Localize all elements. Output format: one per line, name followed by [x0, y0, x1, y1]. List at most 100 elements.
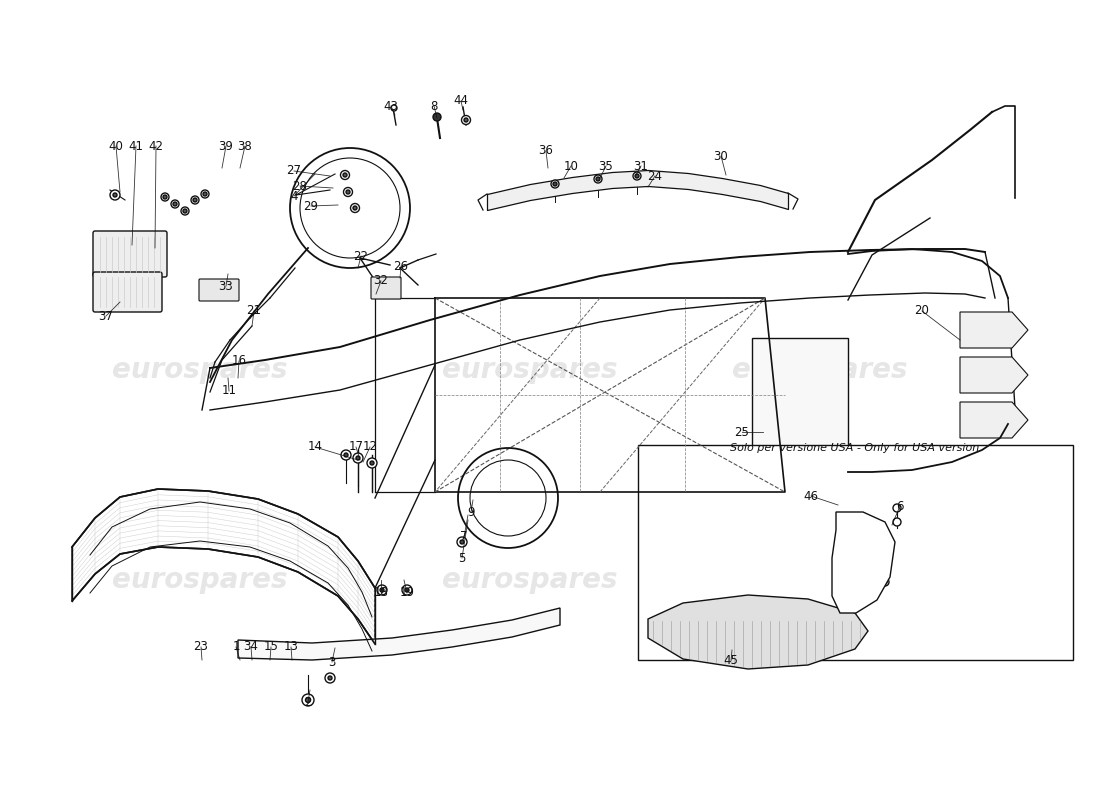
Text: 8: 8 [430, 99, 438, 113]
Circle shape [110, 190, 120, 200]
Circle shape [456, 537, 468, 547]
Text: eurospares: eurospares [733, 566, 908, 594]
Text: eurospares: eurospares [733, 356, 908, 384]
Circle shape [324, 673, 336, 683]
Circle shape [464, 118, 468, 122]
FancyBboxPatch shape [199, 279, 239, 301]
Circle shape [460, 540, 464, 544]
Text: 37: 37 [99, 310, 113, 322]
Circle shape [182, 207, 189, 215]
Text: Solo per versione USA - Only for USA version: Solo per versione USA - Only for USA ver… [730, 443, 980, 453]
Text: 6: 6 [896, 499, 904, 513]
Circle shape [306, 698, 310, 702]
Circle shape [163, 195, 167, 199]
Text: 20: 20 [914, 305, 929, 318]
Text: 1: 1 [232, 641, 240, 654]
Circle shape [201, 190, 209, 198]
Circle shape [893, 518, 901, 526]
Circle shape [367, 458, 377, 468]
Text: eurospares: eurospares [112, 356, 288, 384]
Text: 32: 32 [374, 274, 388, 287]
Polygon shape [832, 512, 895, 613]
Circle shape [377, 585, 387, 595]
Text: 43: 43 [384, 99, 398, 113]
Circle shape [370, 461, 374, 465]
Circle shape [170, 200, 179, 208]
Text: 5: 5 [459, 551, 465, 565]
Text: 21: 21 [246, 305, 262, 318]
Circle shape [343, 173, 346, 177]
Text: 41: 41 [129, 139, 143, 153]
Text: 44: 44 [453, 94, 469, 107]
Circle shape [173, 202, 177, 206]
Circle shape [876, 563, 884, 571]
Circle shape [881, 578, 889, 586]
Circle shape [351, 203, 360, 213]
Polygon shape [72, 489, 375, 644]
FancyBboxPatch shape [638, 445, 1072, 660]
Polygon shape [648, 595, 868, 669]
Text: 33: 33 [219, 279, 233, 293]
Circle shape [594, 175, 602, 183]
Circle shape [872, 550, 876, 554]
Text: 15: 15 [264, 641, 278, 654]
Circle shape [343, 187, 352, 197]
Text: 38: 38 [238, 139, 252, 153]
Circle shape [553, 182, 557, 186]
Text: 13: 13 [284, 641, 298, 654]
Polygon shape [752, 338, 848, 478]
Polygon shape [960, 357, 1028, 393]
Text: 10: 10 [563, 159, 579, 173]
Circle shape [183, 209, 187, 213]
Circle shape [353, 453, 363, 463]
Text: 29: 29 [304, 199, 319, 213]
Circle shape [883, 580, 887, 584]
Text: 24: 24 [648, 170, 662, 182]
Circle shape [462, 115, 471, 125]
Circle shape [113, 193, 117, 197]
Text: 28: 28 [293, 179, 307, 193]
Text: 17: 17 [349, 441, 363, 454]
Circle shape [379, 588, 384, 592]
FancyBboxPatch shape [371, 277, 402, 299]
Text: 34: 34 [243, 641, 258, 654]
FancyBboxPatch shape [94, 231, 167, 277]
Polygon shape [960, 312, 1028, 348]
Circle shape [433, 113, 441, 121]
Text: 40: 40 [109, 139, 123, 153]
Text: 16: 16 [231, 354, 246, 367]
Circle shape [878, 565, 882, 569]
Text: 11: 11 [221, 385, 236, 398]
Circle shape [390, 105, 397, 111]
Text: 23: 23 [194, 641, 208, 654]
Circle shape [346, 190, 350, 194]
Circle shape [191, 196, 199, 204]
Text: 36: 36 [539, 145, 553, 158]
Polygon shape [960, 402, 1028, 438]
Circle shape [893, 504, 901, 512]
Circle shape [328, 676, 332, 680]
Text: 9: 9 [468, 506, 475, 518]
Circle shape [204, 192, 207, 196]
Text: eurospares: eurospares [442, 356, 618, 384]
Text: 25: 25 [735, 426, 749, 438]
Text: 35: 35 [598, 159, 614, 173]
Circle shape [635, 174, 639, 178]
Text: 14: 14 [308, 441, 322, 454]
Text: 45: 45 [724, 654, 738, 667]
Circle shape [192, 198, 197, 202]
Text: 12: 12 [363, 441, 377, 454]
Text: 26: 26 [394, 259, 408, 273]
Text: 19: 19 [399, 586, 415, 599]
Text: 4: 4 [290, 190, 298, 202]
Text: 42: 42 [148, 139, 164, 153]
Text: 30: 30 [714, 150, 728, 162]
Circle shape [341, 170, 350, 179]
Circle shape [402, 585, 412, 595]
Polygon shape [238, 608, 560, 660]
Text: eurospares: eurospares [112, 566, 288, 594]
Text: 27: 27 [286, 165, 301, 178]
Text: 31: 31 [634, 159, 648, 173]
Circle shape [632, 172, 641, 180]
Circle shape [161, 193, 169, 201]
